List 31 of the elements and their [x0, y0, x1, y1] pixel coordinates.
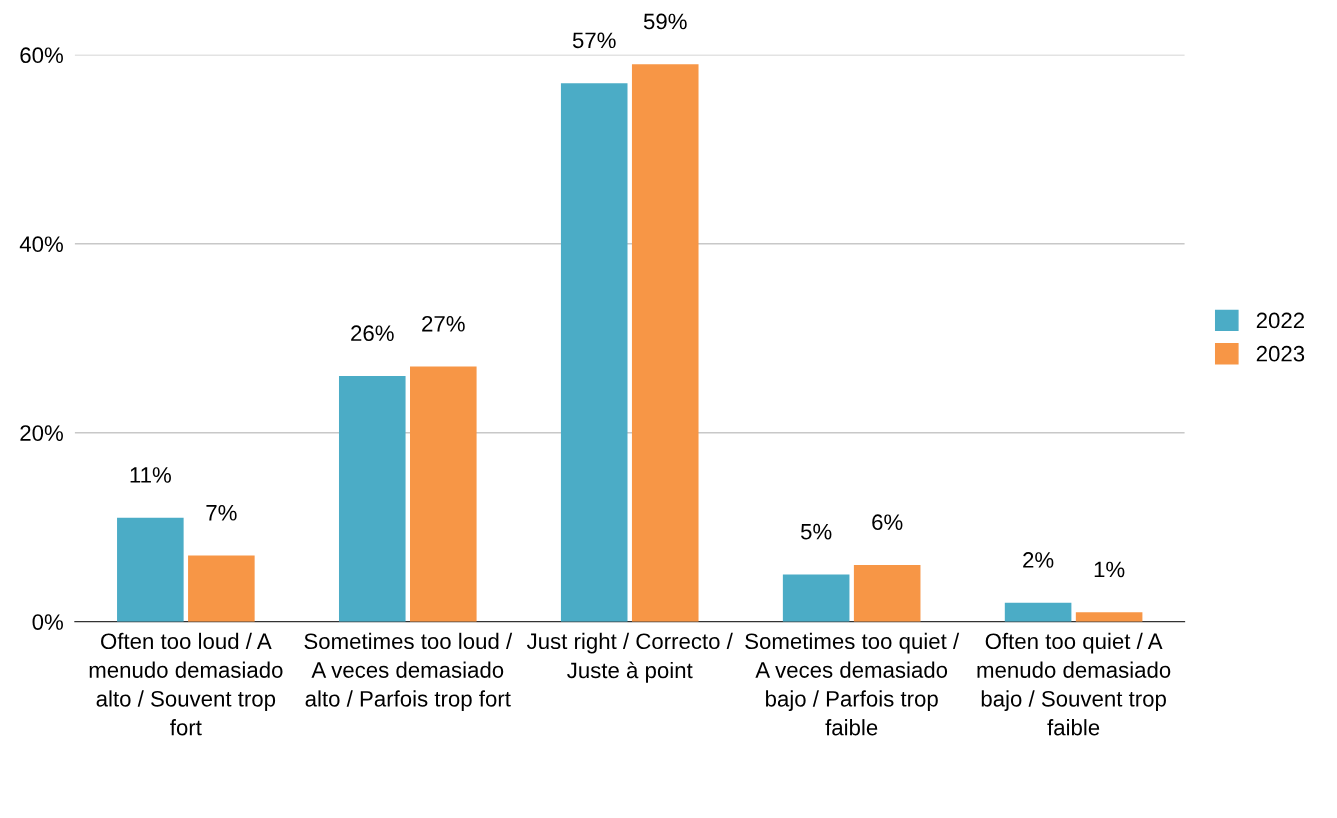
data-label: 59% [643, 13, 687, 30]
data-label: 27% [422, 315, 465, 332]
bar [410, 366, 477, 622]
y-tick-label: 0% [32, 614, 63, 630]
y-tick-label: 20% [20, 425, 63, 441]
legend-label: 2023 [1256, 345, 1305, 362]
y-tick-label: 40% [19, 236, 63, 253]
bar [560, 83, 628, 622]
bar [338, 376, 406, 622]
data-label: 11% [130, 467, 171, 483]
y-tick-label: 60% [20, 47, 63, 64]
legend-label: 2022 [1256, 312, 1304, 329]
x-tick-label: Often too loud / A menudo demasiado alto / Souvent trop fort [89, 632, 283, 736]
data-label: 1% [1094, 561, 1125, 578]
x-tick-label: Often too quiet / A menudo demasiado bajo / Souvent trop faible [977, 632, 1171, 736]
data-label: 57% [572, 32, 616, 49]
data-label: 6% [872, 514, 903, 531]
x-tick-label: Sometimes too loud / A veces demasiado alto / Parfois trop fort [304, 632, 513, 712]
data-label: 26% [351, 325, 394, 342]
data-label: 2% [1023, 552, 1054, 568]
bar [631, 64, 699, 622]
bar [188, 555, 255, 622]
x-tick-label: Just right / Correcto / Juste à point [526, 632, 733, 683]
bar [117, 517, 184, 622]
bar [853, 564, 921, 622]
data-label: 7% [206, 504, 237, 521]
bar [1075, 612, 1143, 622]
x-tick-label: Sometimes too quiet / A veces demasiado bajo / Parfois trop faible [745, 632, 960, 736]
bar [1004, 602, 1072, 622]
data-label: 5% [800, 523, 832, 540]
bar [782, 574, 850, 622]
